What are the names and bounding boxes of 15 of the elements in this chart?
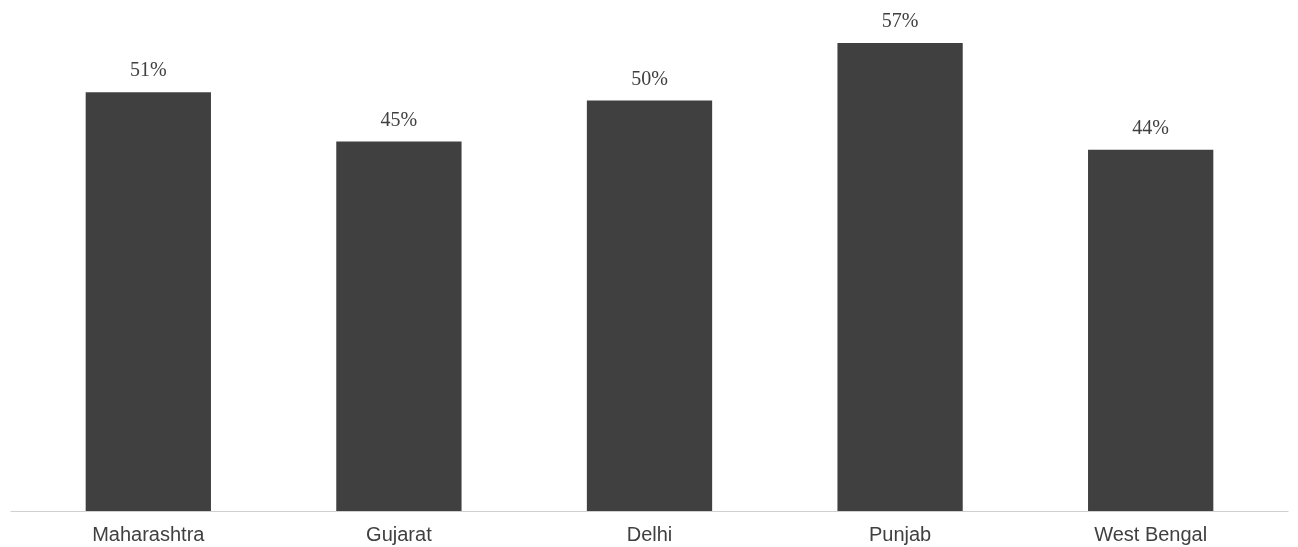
bar [837,42,963,512]
data-label: 45% [380,107,418,130]
data-label: 57% [881,8,919,31]
bar [336,141,462,512]
data-label: 50% [631,66,668,89]
x-tick-label: Maharashtra [92,522,206,545]
x-tick-label: Delhi [626,522,673,545]
x-tick-label: West Bengal [1094,522,1208,545]
data-label: 51% [129,58,167,81]
bar [1088,149,1214,512]
data-label: 44% [1132,115,1170,138]
x-tick-label: Punjab [868,522,932,545]
bar [586,100,713,512]
bar [85,92,211,512]
x-tick-label: Gujarat [366,522,433,545]
